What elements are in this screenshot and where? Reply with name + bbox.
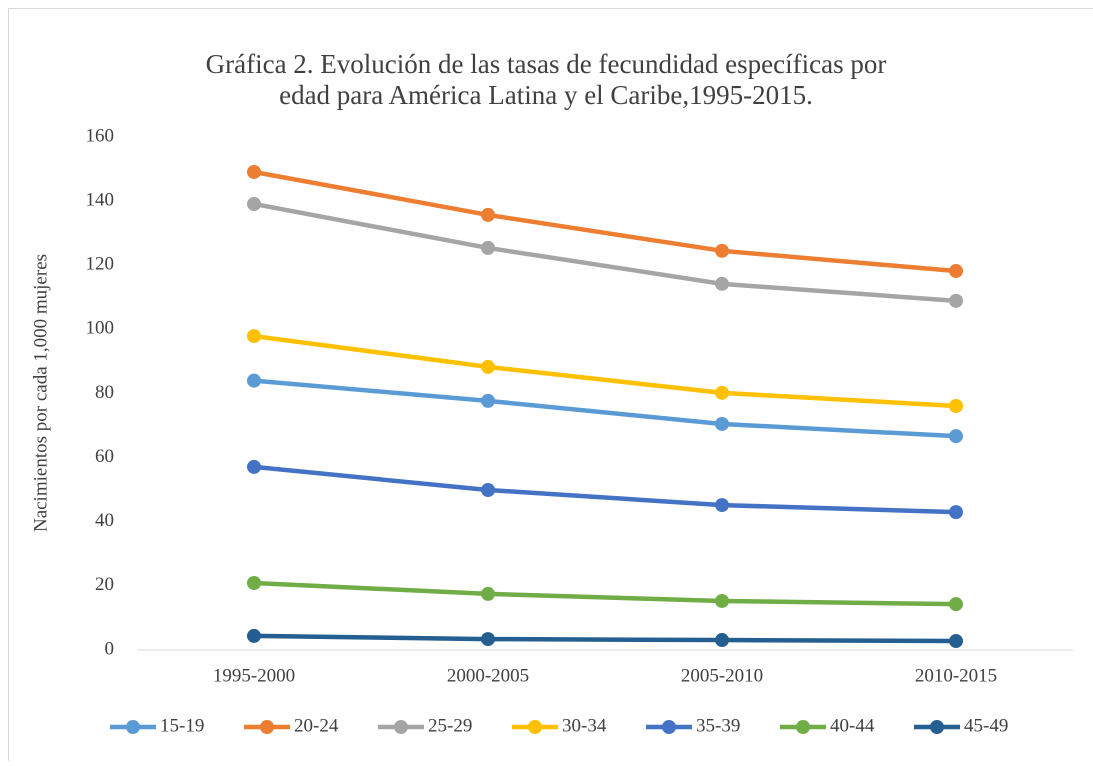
y-tick-label: 140 [86,189,115,210]
y-tick-label: 80 [95,382,114,403]
data-point [715,594,729,608]
y-axis-label: Nacimientos por cada 1,000 mujeres [30,254,51,532]
y-tick-label: 40 [95,510,114,531]
data-point [481,632,495,646]
data-point [949,294,963,308]
data-point [715,417,729,431]
legend-label: 45-49 [964,715,1008,736]
x-tick-label: 2010-2015 [915,665,997,686]
legend-label: 40-44 [830,715,875,736]
data-point [715,277,729,291]
data-point [481,587,495,601]
data-point [247,629,261,643]
legend-marker [394,720,408,734]
y-tick-label: 160 [86,125,115,146]
y-tick-label: 60 [95,446,114,467]
y-tick-label: 100 [86,318,115,339]
chart-border [9,9,1093,762]
series-line [254,636,956,641]
chart-title: Gráfica 2. Evolución de las tasas de fec… [206,49,887,79]
data-point [949,399,963,413]
legend-label: 35-39 [696,715,740,736]
x-tick-label: 1995-2000 [213,665,295,686]
series-line [254,467,956,512]
legend-marker [930,720,944,734]
data-point [247,165,261,179]
data-point [247,197,261,211]
data-point [949,429,963,443]
data-point [715,386,729,400]
x-tick-label: 2000-2005 [447,665,529,686]
series-line [254,336,956,406]
data-point [715,633,729,647]
data-point [481,241,495,255]
series-line [254,583,956,604]
data-point [247,329,261,343]
data-point [715,498,729,512]
series-line [254,381,956,436]
data-point [247,374,261,388]
data-point [481,394,495,408]
legend-marker [528,720,542,734]
data-point [247,460,261,474]
series-line [254,172,956,271]
data-point [949,505,963,519]
legend-marker [796,720,810,734]
data-point [949,634,963,648]
data-point [949,264,963,278]
data-point [715,244,729,258]
y-tick-label: 20 [95,574,114,595]
data-point [481,483,495,497]
legend-label: 20-24 [294,715,339,736]
data-point [949,597,963,611]
legend-label: 15-19 [160,715,204,736]
data-point [481,208,495,222]
y-tick-label: 0 [105,638,115,659]
series-line [254,204,956,301]
data-point [247,576,261,590]
x-tick-label: 2005-2010 [681,665,763,686]
legend-marker [126,720,140,734]
y-tick-label: 120 [86,254,115,275]
legend-label: 25-29 [428,715,472,736]
chart-title: edad para América Latina y el Caribe,199… [279,80,813,110]
legend-marker [662,720,676,734]
data-point [481,360,495,374]
legend-label: 30-34 [562,715,607,736]
legend-marker [260,720,274,734]
